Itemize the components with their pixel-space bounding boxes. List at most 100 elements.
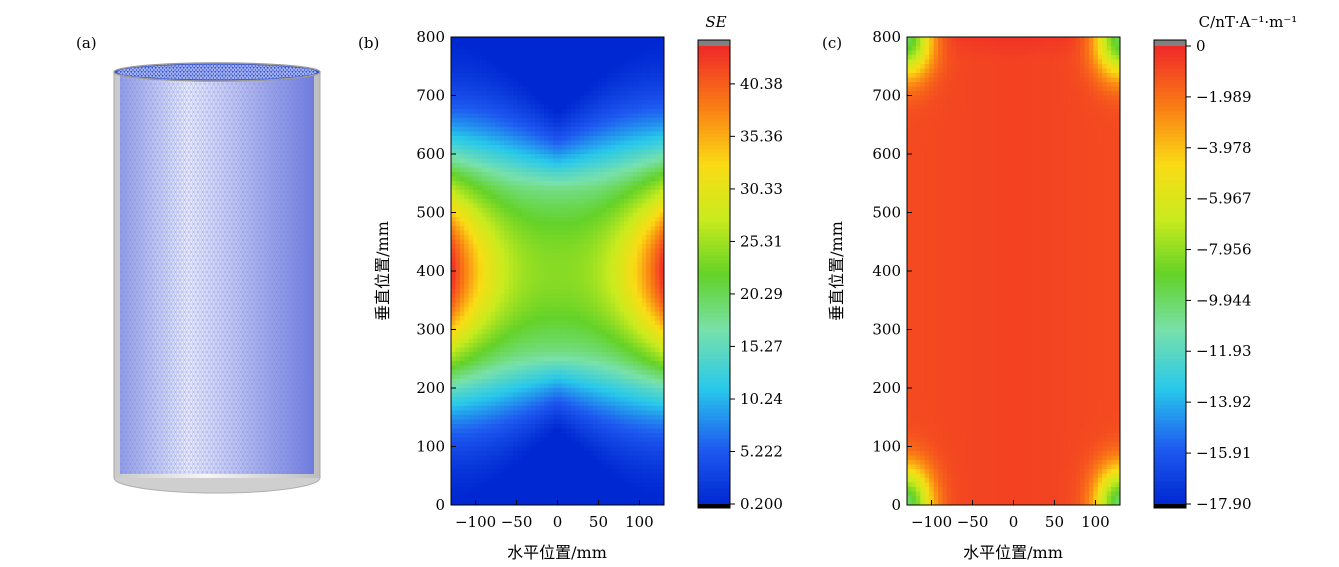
heatmap-cell — [517, 442, 523, 448]
heatmap-cell — [575, 487, 581, 493]
heatmap-cell — [459, 469, 465, 475]
heatmap-cell — [557, 221, 563, 227]
heatmap-cell — [553, 118, 559, 124]
heatmap-cell — [464, 334, 470, 340]
heatmap-cell — [610, 464, 616, 470]
heatmap-cell — [477, 307, 483, 313]
heatmap-cell — [561, 253, 567, 259]
heatmap-cell — [588, 221, 594, 227]
heatmap-cell — [593, 154, 599, 160]
heatmap-cell — [579, 208, 585, 214]
heatmap-cell — [584, 428, 590, 434]
heatmap-cell — [522, 298, 528, 304]
heatmap-cell — [459, 329, 465, 335]
heatmap-cell — [615, 41, 621, 47]
heatmap-cell — [575, 325, 581, 331]
heatmap-cell — [619, 455, 625, 461]
heatmap-cell — [495, 185, 501, 191]
heatmap-cell — [522, 46, 528, 52]
heatmap-cell — [526, 217, 532, 223]
heatmap-cell — [597, 361, 603, 367]
heatmap-cell — [588, 163, 594, 169]
heatmap-cell — [522, 428, 528, 434]
heatmap-cell — [601, 158, 607, 164]
heatmap-cell — [508, 478, 514, 484]
heatmap-cell — [464, 262, 470, 268]
heatmap-cell — [579, 284, 585, 290]
heatmap-cell — [557, 280, 563, 286]
heatmap-cell — [490, 311, 496, 317]
heatmap-cell — [477, 158, 483, 164]
heatmap-cell — [473, 410, 479, 416]
heatmap-cell — [624, 316, 630, 322]
heatmap-cell — [632, 482, 638, 488]
heatmap-cell — [606, 253, 612, 259]
heatmap-cell — [477, 239, 483, 245]
heatmap-cell — [548, 284, 554, 290]
heatmap-cell — [588, 77, 594, 83]
heatmap-cell — [593, 316, 599, 322]
heatmap-cell — [499, 329, 505, 335]
heatmap-cell — [522, 401, 528, 407]
heatmap-cell — [517, 91, 523, 97]
heatmap-cell — [490, 221, 496, 227]
heatmap-cell — [624, 37, 630, 43]
heatmap-cell — [473, 41, 479, 47]
heatmap-cell — [539, 55, 545, 61]
heatmap-cell — [473, 455, 479, 461]
heatmap-cell — [455, 262, 461, 268]
heatmap-cell — [482, 275, 488, 281]
heatmap-cell — [601, 455, 607, 461]
heatmap-cell — [468, 280, 474, 286]
heatmap-cell — [566, 316, 572, 322]
heatmap-cell — [650, 343, 656, 349]
heatmap-cell — [459, 320, 465, 326]
heatmap-cell — [606, 235, 612, 241]
heatmap-cell — [650, 280, 656, 286]
heatmap-cell — [632, 86, 638, 92]
heatmap-cell — [526, 266, 532, 272]
heatmap-cell — [641, 410, 647, 416]
heatmap-cell — [451, 271, 457, 277]
heatmap-cell — [575, 370, 581, 376]
heatmap-cell — [517, 203, 523, 209]
heatmap-cell — [468, 361, 474, 367]
heatmap-cell — [553, 293, 559, 299]
heatmap-cell — [566, 226, 572, 232]
heatmap-cell — [659, 172, 664, 178]
heatmap-cell — [530, 212, 536, 218]
heatmap-cell — [451, 50, 457, 56]
heatmap-cell — [553, 469, 559, 475]
heatmap-cell — [451, 122, 457, 128]
heatmap-cell — [561, 239, 567, 245]
heatmap-cell — [606, 334, 612, 340]
heatmap-cell — [482, 176, 488, 182]
heatmap-cell — [641, 59, 647, 65]
heatmap-cell — [473, 199, 479, 205]
heatmap-cell — [530, 307, 536, 313]
heatmap-cell — [655, 50, 661, 56]
heatmap-cell — [539, 73, 545, 79]
heatmap-cell — [650, 451, 656, 457]
heatmap-cell — [544, 316, 550, 322]
heatmap-cell — [539, 433, 545, 439]
heatmap-cell — [451, 347, 457, 353]
heatmap-cell — [632, 473, 638, 479]
heatmap-cell — [606, 491, 612, 497]
heatmap-cell — [597, 370, 603, 376]
heatmap-cell — [490, 365, 496, 371]
heatmap-cell — [539, 451, 545, 457]
heatmap-cell — [650, 446, 656, 452]
heatmap-cell — [482, 352, 488, 358]
heatmap-cell — [557, 68, 563, 74]
heatmap-cell — [659, 127, 664, 133]
heatmap-cell — [508, 298, 514, 304]
heatmap-cell — [486, 316, 492, 322]
heatmap-cell — [641, 109, 647, 115]
heatmap-cell — [464, 131, 470, 137]
heatmap-cell — [530, 77, 536, 83]
heatmap-cell — [601, 190, 607, 196]
heatmap-cell — [548, 64, 554, 70]
heatmap-cell — [632, 257, 638, 263]
heatmap-cell — [468, 91, 474, 97]
